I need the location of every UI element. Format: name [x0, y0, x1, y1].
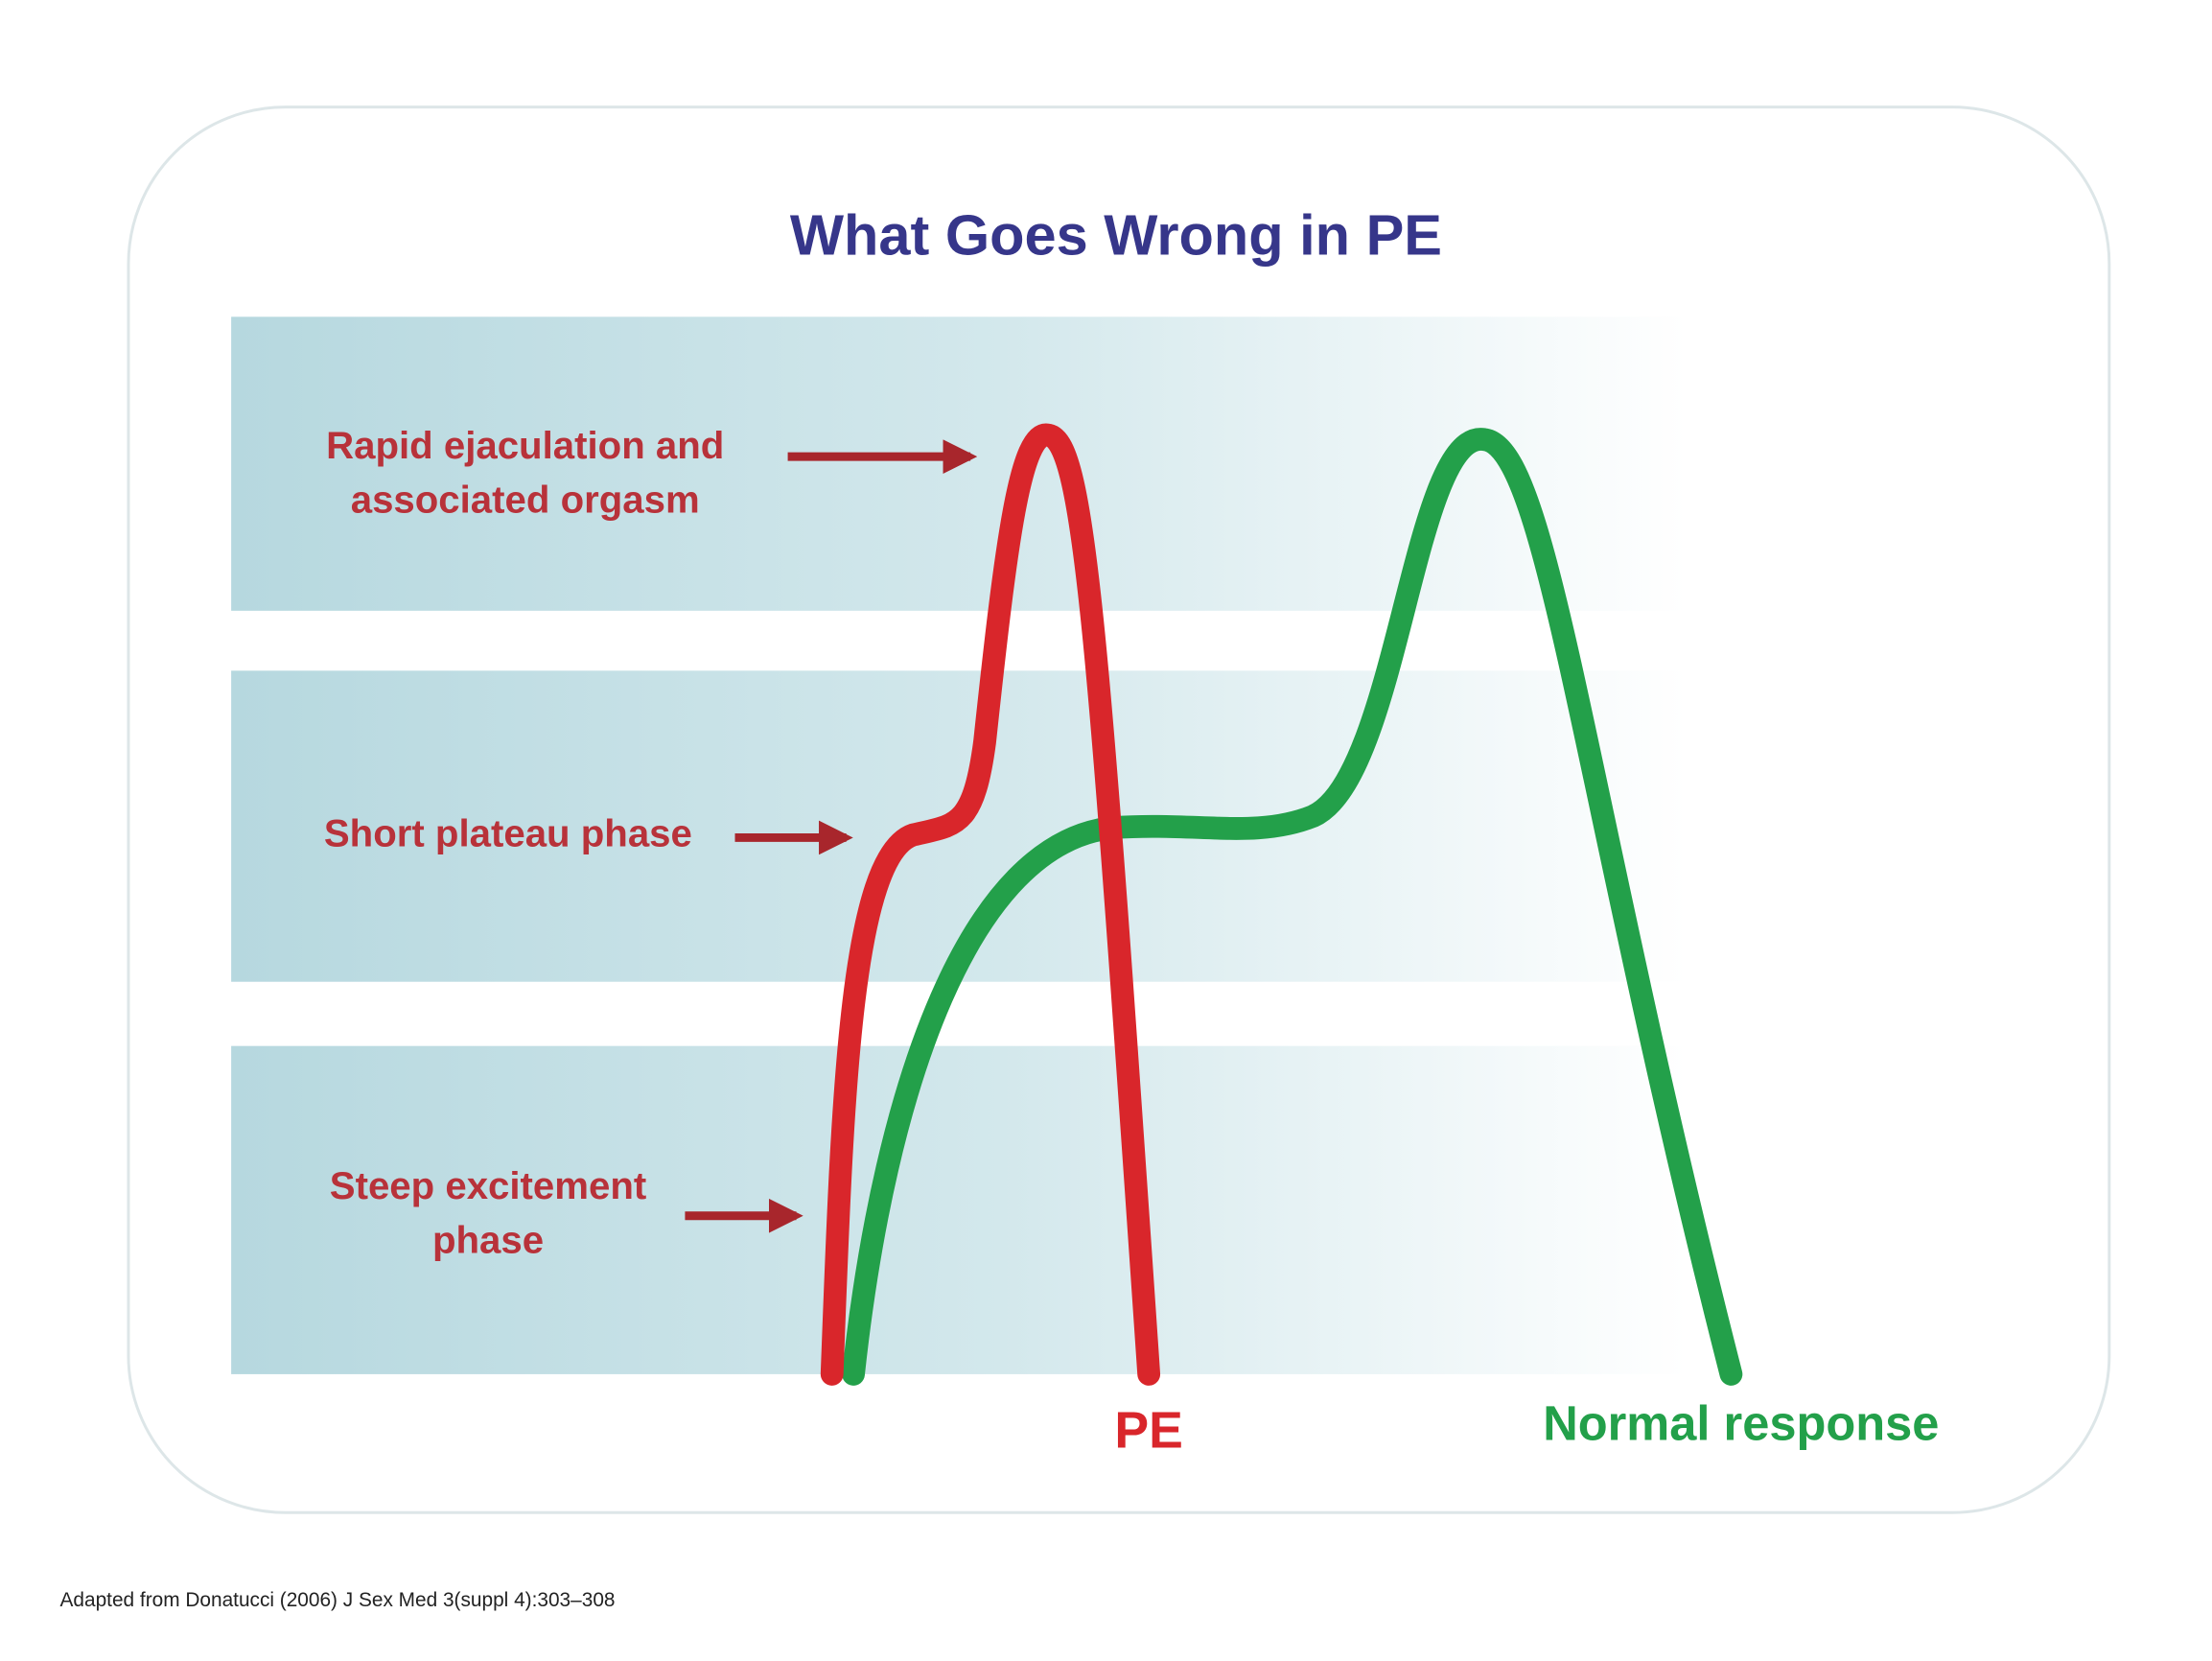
- phase-label: Rapid ejaculation and: [326, 424, 724, 467]
- phase-label: associated orgasm: [351, 478, 700, 521]
- footnote: Adapted from Donatucci (2006) J Sex Med …: [60, 1589, 616, 1611]
- curve-label: Normal response: [1543, 1395, 1939, 1450]
- title: What Goes Wrong in PE: [790, 203, 1442, 268]
- curve-label: PE: [1114, 1403, 1182, 1460]
- pe-curve: [820, 423, 1161, 1386]
- phase-label: phase: [432, 1219, 544, 1262]
- phase-label: Steep excitement: [330, 1164, 646, 1207]
- phase-label: Short plateau phase: [324, 812, 692, 855]
- normal-curve: [842, 428, 1743, 1386]
